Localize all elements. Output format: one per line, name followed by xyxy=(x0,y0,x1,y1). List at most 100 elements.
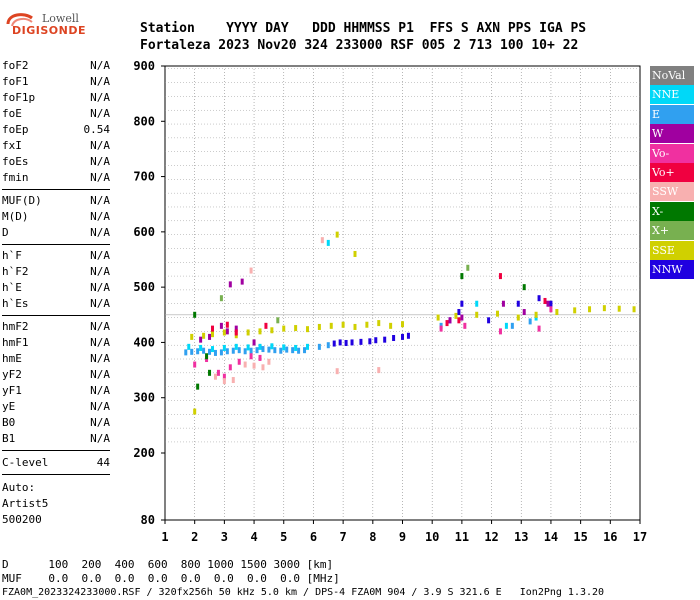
param-value: N/A xyxy=(90,297,110,310)
y-tick-label: 200 xyxy=(133,446,155,460)
data-point-e xyxy=(261,346,265,353)
data-point-sse xyxy=(246,329,250,336)
data-point-e xyxy=(528,318,532,325)
data-point-ssw xyxy=(252,362,256,369)
data-point-nnw xyxy=(516,300,520,307)
data-point-e xyxy=(317,343,321,350)
c-level-row: C-level 44 xyxy=(2,455,110,471)
param-row-fmin: fmin N/A xyxy=(2,170,110,186)
data-point-nne xyxy=(294,344,298,351)
data-point-e xyxy=(255,347,259,354)
data-point-ssw xyxy=(213,373,217,380)
param-value: N/A xyxy=(90,352,110,365)
data-point-nnw xyxy=(460,300,464,307)
x-tick-label: 1 xyxy=(161,530,168,544)
x-tick-label: 7 xyxy=(340,530,347,544)
logo-brand-top: Lowell xyxy=(42,12,79,25)
y-tick-label: 700 xyxy=(133,170,155,184)
data-point-ssw xyxy=(261,364,265,371)
x-tick-label: 4 xyxy=(250,530,257,544)
param-value: N/A xyxy=(90,265,110,278)
data-point-sse xyxy=(573,307,577,314)
data-point-nnw xyxy=(332,340,336,347)
param-value: N/A xyxy=(90,155,110,168)
y-tick-label: 900 xyxy=(133,59,155,73)
param-row-yf2: yF2 N/A xyxy=(2,367,110,383)
plot-frame xyxy=(164,65,641,521)
param-row-mufd: MUF(D) N/A xyxy=(2,193,110,209)
legend-vo: Vo- xyxy=(650,143,694,163)
data-point-sse xyxy=(270,327,274,334)
data-point-vo xyxy=(225,321,229,328)
data-point-nnw xyxy=(350,339,354,346)
data-point-nne xyxy=(258,343,262,350)
param-key: h`F2 xyxy=(2,265,29,278)
header-row-1: Station YYYY DAY DDD HHMMSS P1 FFS S AXN… xyxy=(140,21,587,36)
param-value: N/A xyxy=(90,432,110,445)
legend-sse: SSE xyxy=(650,240,694,260)
data-point-sse xyxy=(617,305,621,312)
data-point-sse xyxy=(534,311,538,318)
data-point-vo xyxy=(222,373,226,380)
param-key: h`E xyxy=(2,281,22,294)
data-point-x xyxy=(522,284,526,291)
y-tick-label: 800 xyxy=(133,114,155,128)
data-point-w xyxy=(228,281,232,288)
data-point-e xyxy=(202,347,206,354)
data-point-x xyxy=(466,264,470,271)
param-key: foF2 xyxy=(2,59,29,72)
data-point-e xyxy=(297,347,301,354)
data-point-e xyxy=(184,349,188,356)
data-point-w xyxy=(501,300,505,307)
param-row-fxi: fxI N/A xyxy=(2,138,110,154)
data-point-vo xyxy=(439,325,443,332)
data-point-nnw xyxy=(457,309,461,316)
x-tick-label: 3 xyxy=(221,530,228,544)
data-point-e xyxy=(213,349,217,356)
data-point-sse xyxy=(454,312,458,319)
param-key: hmF2 xyxy=(2,320,29,333)
data-point-nnw xyxy=(487,317,491,324)
data-point-e xyxy=(326,342,330,349)
param-value: N/A xyxy=(90,139,110,152)
data-point-vo xyxy=(228,364,232,371)
param-row-hes: h`Es N/A xyxy=(2,296,110,312)
data-point-vo xyxy=(445,320,449,327)
data-point-sse xyxy=(516,314,520,321)
data-point-nne xyxy=(270,343,274,350)
param-key: hmF1 xyxy=(2,336,29,349)
data-point-e xyxy=(285,346,289,353)
data-point-w xyxy=(208,333,212,340)
param-key: D xyxy=(2,226,9,239)
data-point-e xyxy=(267,346,271,353)
y-tick-label: 300 xyxy=(133,391,155,405)
param-value: N/A xyxy=(90,368,110,381)
param-key: M(D) xyxy=(2,210,29,223)
data-point-e xyxy=(208,348,212,355)
param-key: yF1 xyxy=(2,384,22,397)
param-value: N/A xyxy=(90,210,110,223)
header-row-2: Fortaleza 2023 Nov20 324 233000 RSF 005 … xyxy=(140,38,579,53)
legend-ssw: SSW xyxy=(650,182,694,202)
data-point-sse xyxy=(353,323,357,330)
param-key: yE xyxy=(2,400,16,413)
param-row-fof1: foF1 N/A xyxy=(2,74,110,90)
data-point-w xyxy=(234,325,238,332)
x-tick-label: 6 xyxy=(310,530,317,544)
param-value: N/A xyxy=(90,107,110,120)
data-point-nnw xyxy=(537,295,541,302)
autoscale-line2: Artist5 xyxy=(2,497,49,510)
param-key: h`Es xyxy=(2,297,29,310)
digisonde-logo: Lowell DIGISONDE xyxy=(2,6,85,40)
data-point-w xyxy=(240,278,244,285)
data-point-sse xyxy=(193,408,197,415)
x-tick-label: 8 xyxy=(369,530,376,544)
data-point-e xyxy=(219,349,223,356)
param-key: hmE xyxy=(2,352,22,365)
data-point-w xyxy=(219,322,223,329)
data-point-ssw xyxy=(320,237,324,244)
logo-brand-bottom: DIGISONDE xyxy=(12,24,86,37)
data-point-sse xyxy=(202,332,206,339)
data-point-vo xyxy=(463,322,467,329)
data-point-vo xyxy=(498,328,502,335)
